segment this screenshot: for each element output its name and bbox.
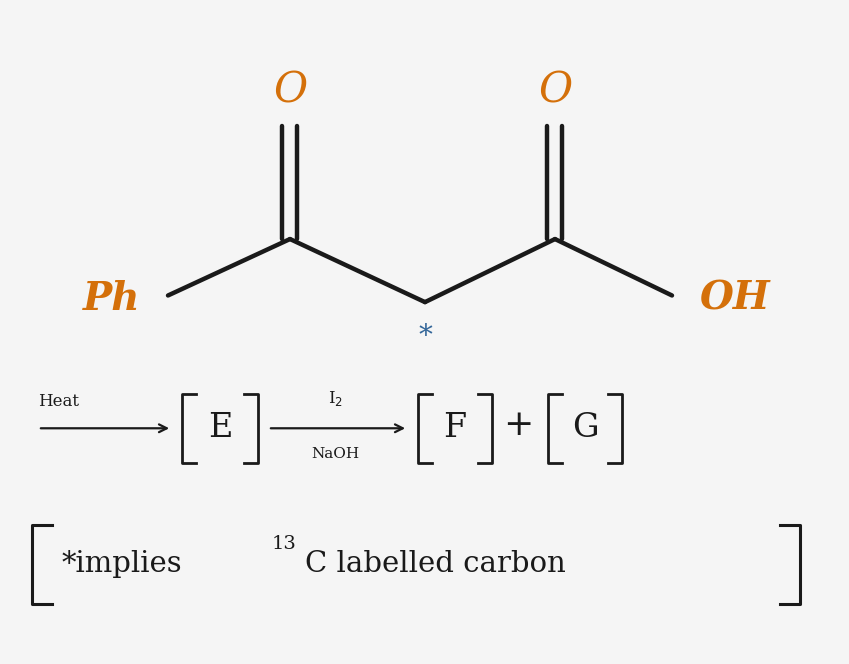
Text: 13: 13: [272, 535, 297, 554]
Text: OH: OH: [700, 280, 771, 318]
Text: NaOH: NaOH: [311, 447, 359, 461]
Text: F: F: [443, 412, 467, 444]
Text: *implies: *implies: [62, 550, 183, 578]
Text: +: +: [503, 408, 533, 442]
Text: Ph: Ph: [82, 280, 140, 318]
Text: I$_2$: I$_2$: [328, 389, 342, 408]
Text: Heat: Heat: [38, 392, 79, 410]
Text: O: O: [538, 70, 572, 112]
Text: *: *: [418, 323, 432, 351]
Text: G: G: [571, 412, 599, 444]
Text: C labelled carbon: C labelled carbon: [305, 550, 565, 578]
Text: O: O: [273, 70, 307, 112]
Text: E: E: [208, 412, 232, 444]
